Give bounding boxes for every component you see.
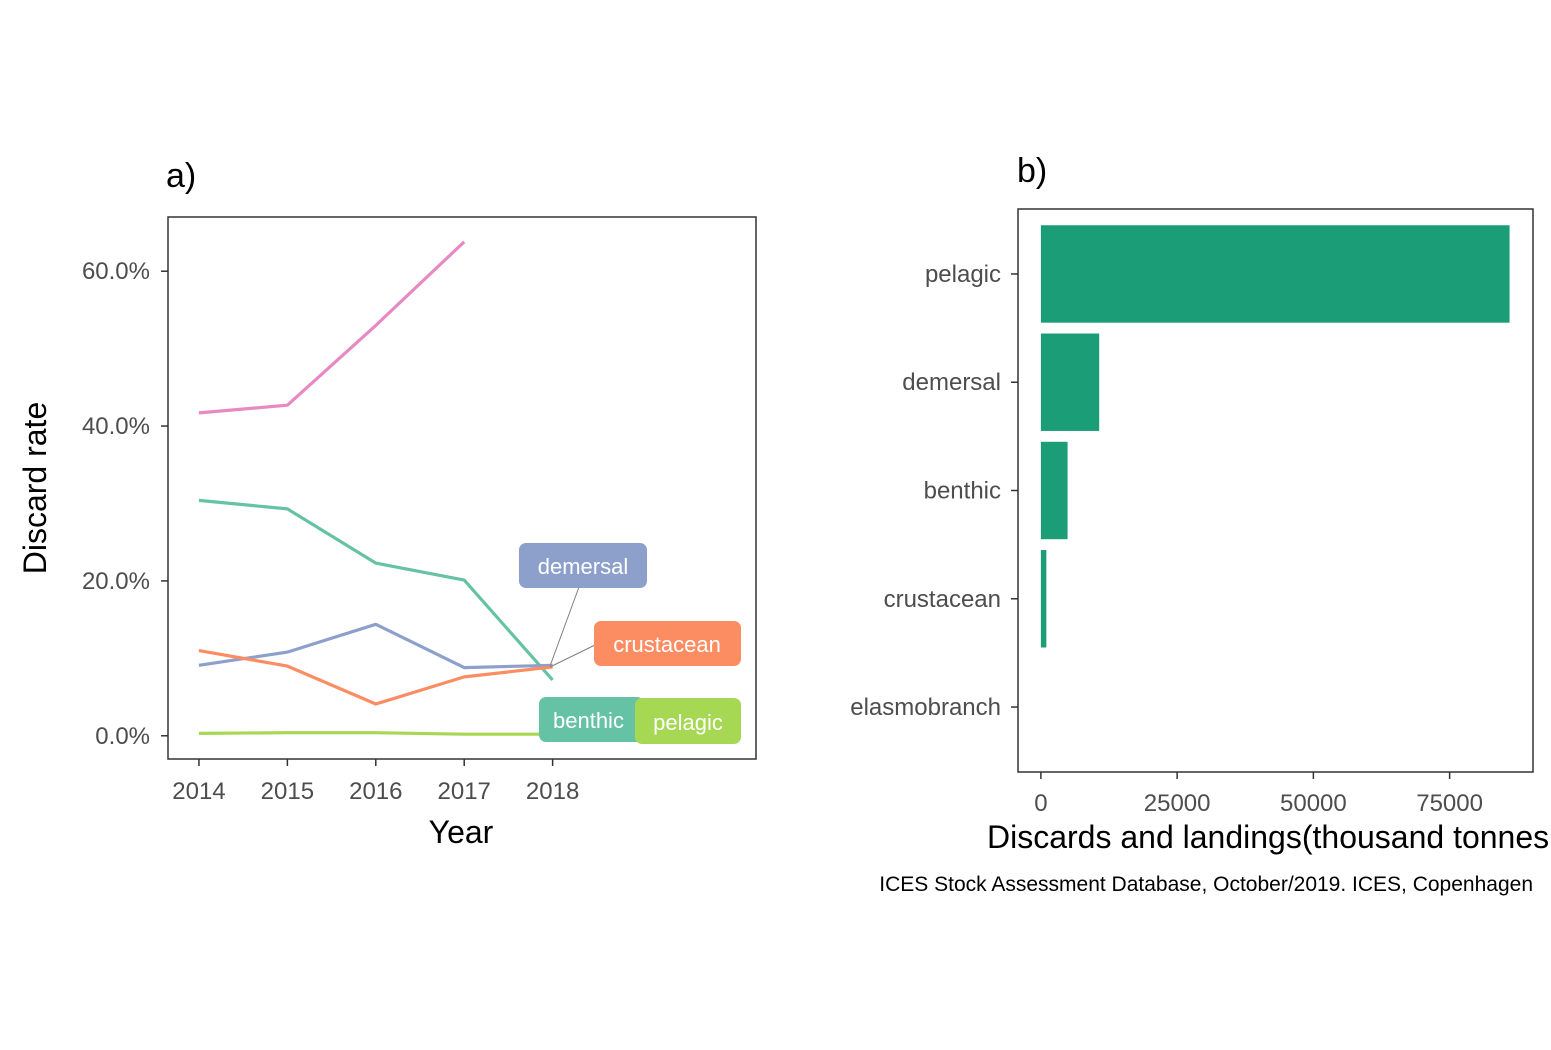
- category-label: benthic: [924, 478, 1001, 505]
- pelagic-label: pelagic: [653, 710, 723, 735]
- x-tick-label: 50000: [1280, 790, 1347, 817]
- pelagic-series-line: [198, 731, 553, 736]
- panel-a-plot-area: [198, 240, 554, 736]
- panel-a-y-axis: 0.0% 20.0% 40.0% 60.0%: [82, 258, 168, 750]
- x-tick-label: 0: [1034, 790, 1047, 817]
- bar-crustacean: [1040, 550, 1047, 648]
- panel-a: a) 0.0%20.0%40.0%60.0% 2014 2015 2016 2017 2…: [17, 157, 757, 850]
- x-tick-label: 2017: [438, 778, 491, 805]
- source-caption: ICES Stock Assessment Database, October/…: [879, 873, 1533, 896]
- panel-b-title: b): [1017, 152, 1047, 190]
- category-label: demersal: [902, 369, 1001, 396]
- x-tick-label: 2018: [526, 778, 579, 805]
- x-tick-label: 75000: [1416, 790, 1483, 817]
- x-tick-label: 2016: [349, 778, 402, 805]
- benthic-label-box: [539, 697, 644, 742]
- benthic-series-line: [198, 498, 554, 682]
- y-tick-label: 40.0%: [82, 413, 150, 440]
- panel-a-title: a): [166, 157, 196, 195]
- panel-a-x-axis-title: Year: [429, 814, 494, 850]
- y-tick-label: 60.0%: [82, 258, 150, 285]
- bar-benthic: [1040, 441, 1068, 540]
- x-tick-label: 2015: [261, 778, 314, 805]
- demersal-label-box: [519, 543, 647, 588]
- crustacean-label-box: [594, 621, 741, 666]
- benthic-label: benthic: [553, 708, 624, 733]
- panel-a-y-axis-title: Discard rate: [17, 402, 53, 575]
- panel-b-x-axis-title: Discards and landings(thousand tonnes: [987, 819, 1549, 855]
- demersal-leader-line: [549, 586, 580, 667]
- x-tick-label: 25000: [1144, 790, 1211, 817]
- demersal-series-line: [198, 622, 553, 670]
- panel-b-plot-area: [1040, 225, 1510, 648]
- panel-a-series-labels: demersal crustacean benthic pelagic: [519, 543, 741, 744]
- panel-a-x-axis: 2014 2015 2016 2017 2018: [172, 759, 579, 805]
- bar-pelagic: [1040, 225, 1510, 323]
- category-label: elasmobranch: [850, 694, 1001, 721]
- x-tick-label: 2014: [172, 778, 225, 805]
- panel-b: b) pelagic demersal benthic crustacean elasm…: [850, 152, 1549, 855]
- demersal-label: demersal: [538, 554, 628, 579]
- pelagic-label-box: [635, 698, 741, 744]
- crustacean-leader-line: [549, 644, 596, 668]
- bar-demersal: [1040, 333, 1100, 431]
- elasmobranch-series-line: [198, 240, 466, 415]
- y-tick-label: 0.0%: [95, 723, 150, 750]
- crustacean-series-line: [198, 649, 553, 706]
- category-label: crustacean: [884, 586, 1001, 613]
- crustacean-label: crustacean: [613, 632, 721, 657]
- panel-a-frame: [167, 216, 757, 760]
- panel-b-y-axis: pelagic demersal benthic crustacean elasmobr…: [850, 261, 1018, 721]
- panel-b-x-axis: 0 25000 50000 75000: [1034, 772, 1483, 817]
- y-tick-label: 20.0%: [82, 568, 150, 595]
- category-label: pelagic: [925, 261, 1001, 288]
